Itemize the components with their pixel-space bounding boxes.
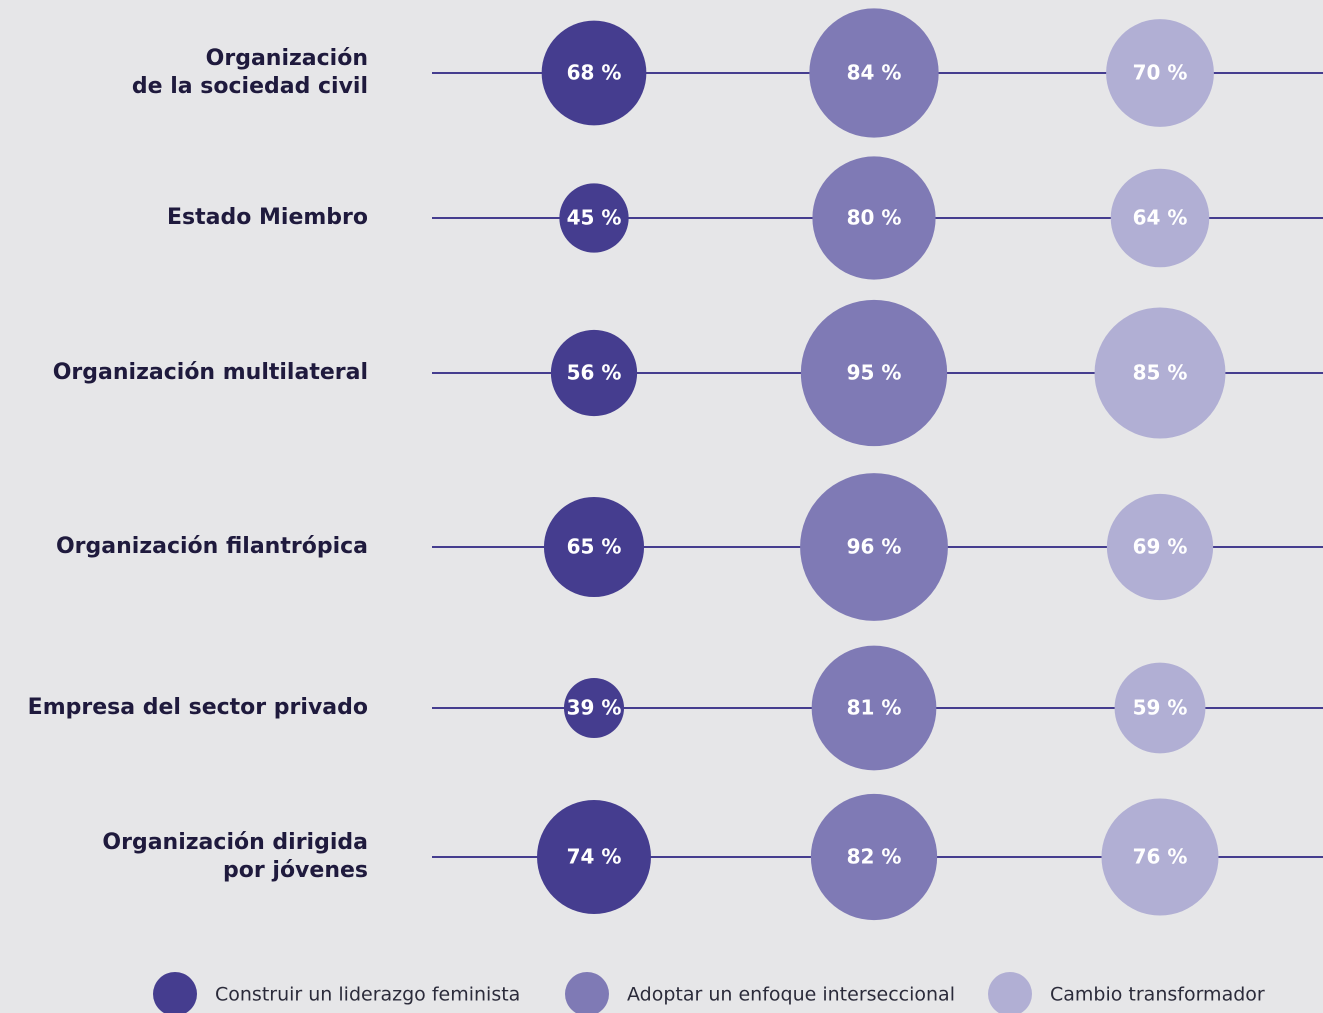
bubble <box>800 299 948 447</box>
bubble <box>811 645 937 771</box>
bubble <box>541 20 647 126</box>
bubble <box>1094 307 1226 439</box>
bubble <box>1114 662 1206 754</box>
category-label: Organización multilateral <box>53 360 368 385</box>
value-label: 96 % <box>847 535 902 559</box>
category-label: Organización <box>206 46 368 71</box>
value-label: 95 % <box>847 361 902 385</box>
value-label: 39 % <box>567 696 622 720</box>
bubble <box>1106 19 1214 127</box>
value-label: 82 % <box>847 845 902 869</box>
bubble <box>800 473 948 621</box>
value-label: 85 % <box>1133 361 1188 385</box>
bubble <box>810 793 938 921</box>
value-label: 64 % <box>1133 206 1188 230</box>
value-label: 74 % <box>567 845 622 869</box>
category-label: Organización dirigida <box>102 830 368 855</box>
legend-label: Construir un liderazgo feminista <box>215 984 520 1006</box>
value-label: 45 % <box>567 206 622 230</box>
bubble <box>812 156 936 280</box>
value-label: 65 % <box>567 535 622 559</box>
value-label: 81 % <box>847 696 902 720</box>
bubble <box>537 800 651 914</box>
bubble <box>559 183 629 253</box>
legend-label: Adoptar un enfoque interseccional <box>627 984 955 1006</box>
legend-swatch <box>565 972 609 1013</box>
bubble <box>1106 493 1214 601</box>
value-label: 56 % <box>567 361 622 385</box>
legend-swatch <box>988 972 1032 1013</box>
bubble <box>1101 798 1219 916</box>
value-label: 70 % <box>1133 61 1188 85</box>
category-label: por jóvenes <box>223 858 368 883</box>
value-label: 84 % <box>847 61 902 85</box>
legend-swatch <box>153 972 197 1013</box>
bubble <box>809 8 939 138</box>
bubble <box>550 329 638 417</box>
category-label: Estado Miembro <box>167 205 368 230</box>
value-label: 59 % <box>1133 696 1188 720</box>
bubble <box>563 677 625 739</box>
bubble <box>1110 168 1210 268</box>
value-label: 80 % <box>847 206 902 230</box>
category-label: Organización filantrópica <box>56 534 368 559</box>
bubble <box>543 496 645 598</box>
category-label: Empresa del sector privado <box>28 695 368 720</box>
value-label: 68 % <box>567 61 622 85</box>
value-label: 76 % <box>1133 845 1188 869</box>
value-label: 69 % <box>1133 535 1188 559</box>
legend-label: Cambio transformador <box>1050 984 1265 1006</box>
category-label: de la sociedad civil <box>132 74 368 99</box>
